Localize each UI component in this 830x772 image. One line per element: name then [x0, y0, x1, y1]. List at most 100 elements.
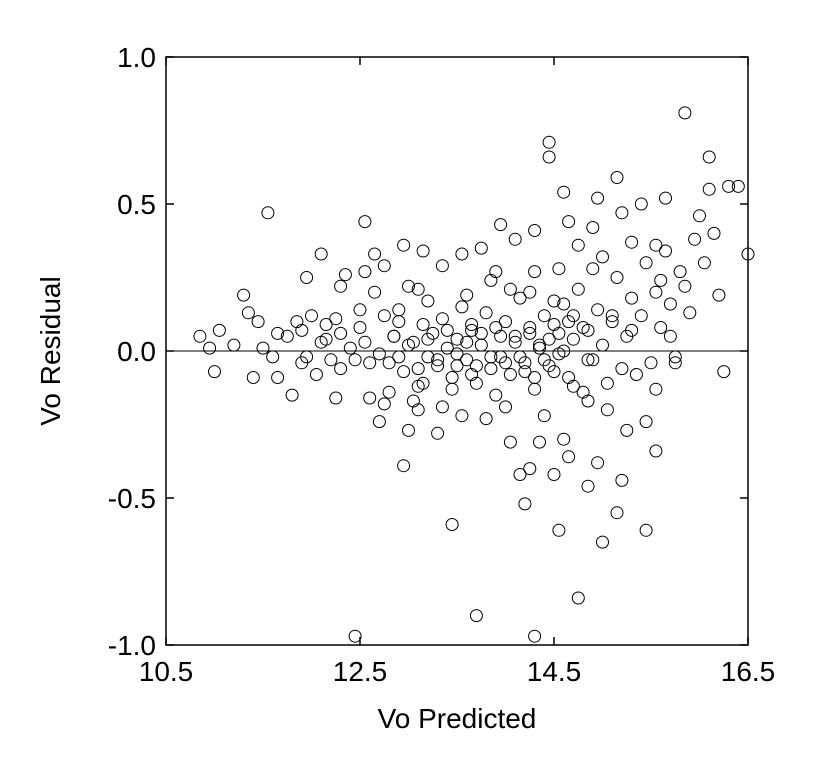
data-point: [571, 282, 585, 296]
data-point: [566, 332, 580, 346]
data-point: [392, 303, 406, 317]
data-point: [474, 338, 488, 352]
data-point: [435, 312, 449, 326]
data-point: [431, 426, 445, 440]
data-point: [484, 273, 498, 287]
data-point: [639, 415, 653, 429]
data-point: [246, 371, 260, 384]
data-point: [542, 135, 556, 149]
tick-labels: 10.5 12.5 14.5 16.5 1.0 0.5 0.0 -0.5 -1.0: [108, 42, 776, 687]
x-tick-label: 14.5: [527, 656, 582, 687]
data-point: [460, 288, 474, 302]
data-point: [406, 394, 420, 408]
data-point: [722, 179, 736, 193]
data-point: [363, 391, 377, 405]
data-point: [557, 185, 571, 199]
data-point: [295, 323, 309, 337]
data-point: [319, 332, 333, 346]
data-point: [402, 423, 415, 437]
data-point: [586, 221, 600, 234]
data-point: [397, 238, 411, 252]
data-point: [295, 356, 309, 370]
data-point: [324, 353, 338, 367]
data-point: [343, 341, 357, 355]
data-point: [581, 353, 595, 367]
data-point: [523, 285, 537, 299]
data-point: [397, 459, 411, 473]
data-point: [377, 309, 391, 323]
data-point: [227, 338, 241, 352]
data-point: [290, 315, 304, 329]
data-point: [508, 335, 522, 349]
data-point: [693, 209, 706, 223]
data-point: [489, 265, 503, 279]
data-point: [392, 350, 406, 364]
data-point: [237, 288, 251, 302]
data-point: [566, 379, 580, 393]
data-point: [455, 300, 469, 314]
data-point: [552, 523, 566, 537]
data-point: [659, 244, 672, 258]
data-point: [499, 400, 512, 414]
data-point: [465, 323, 479, 337]
data-point: [649, 238, 663, 252]
data-point: [445, 371, 459, 384]
data-point: [329, 391, 343, 405]
data-point: [251, 315, 265, 329]
data-point: [334, 362, 348, 376]
data-point: [212, 323, 226, 337]
data-point: [528, 629, 542, 643]
data-point: [547, 468, 561, 481]
data-point: [537, 409, 551, 423]
data-point: [639, 256, 653, 270]
data-point: [377, 397, 391, 411]
data-point: [314, 247, 328, 261]
data-point: [372, 347, 386, 361]
data-point: [358, 265, 372, 279]
y-axis-title: Vo Residual: [35, 276, 66, 425]
data-point: [431, 359, 445, 373]
data-point: [683, 306, 697, 320]
data-point: [402, 279, 415, 293]
data-point: [547, 365, 561, 379]
data-point: [620, 423, 634, 437]
data-point: [435, 400, 449, 414]
x-tick-label: 16.5: [721, 656, 776, 687]
data-point: [450, 332, 464, 346]
data-point: [518, 365, 532, 379]
data-point: [537, 353, 551, 367]
data-point: [591, 456, 605, 470]
data-point: [503, 282, 517, 296]
data-point: [523, 326, 537, 340]
data-point: [542, 150, 556, 164]
y-tick-label: -1.0: [108, 630, 156, 661]
data-point: [363, 356, 377, 370]
data-point: [411, 282, 425, 296]
data-point: [479, 306, 493, 320]
data-point: [484, 362, 498, 376]
data-point: [455, 247, 469, 261]
data-point: [625, 291, 639, 305]
data-point: [644, 356, 658, 370]
data-point: [261, 206, 275, 220]
data-point: [416, 376, 430, 390]
data-point: [353, 321, 367, 334]
data-point: [479, 412, 493, 426]
data-point: [591, 191, 605, 205]
data-point: [300, 271, 314, 284]
data-point: [712, 288, 726, 302]
data-point: [445, 382, 459, 396]
data-point: [634, 309, 648, 323]
data-point: [581, 394, 595, 408]
axis-ticks: [165, 56, 749, 646]
data-point: [392, 315, 406, 329]
data-point: [474, 241, 488, 255]
data-point: [193, 329, 207, 343]
data-points: [193, 106, 755, 643]
data-point: [547, 318, 561, 331]
data-point: [494, 329, 508, 343]
data-point: [285, 388, 299, 402]
data-point: [663, 329, 677, 343]
data-point: [528, 224, 542, 237]
